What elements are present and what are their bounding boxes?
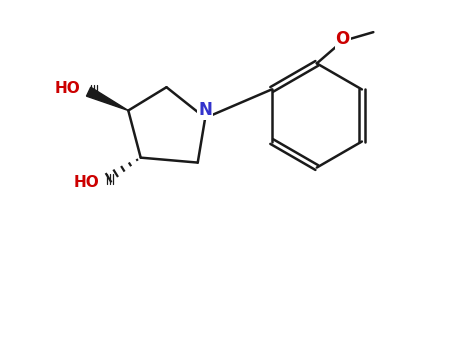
Text: HO: HO xyxy=(55,81,81,96)
Text: HO: HO xyxy=(73,175,99,190)
Text: O: O xyxy=(335,30,350,48)
Polygon shape xyxy=(86,87,128,111)
Text: N: N xyxy=(198,100,212,119)
